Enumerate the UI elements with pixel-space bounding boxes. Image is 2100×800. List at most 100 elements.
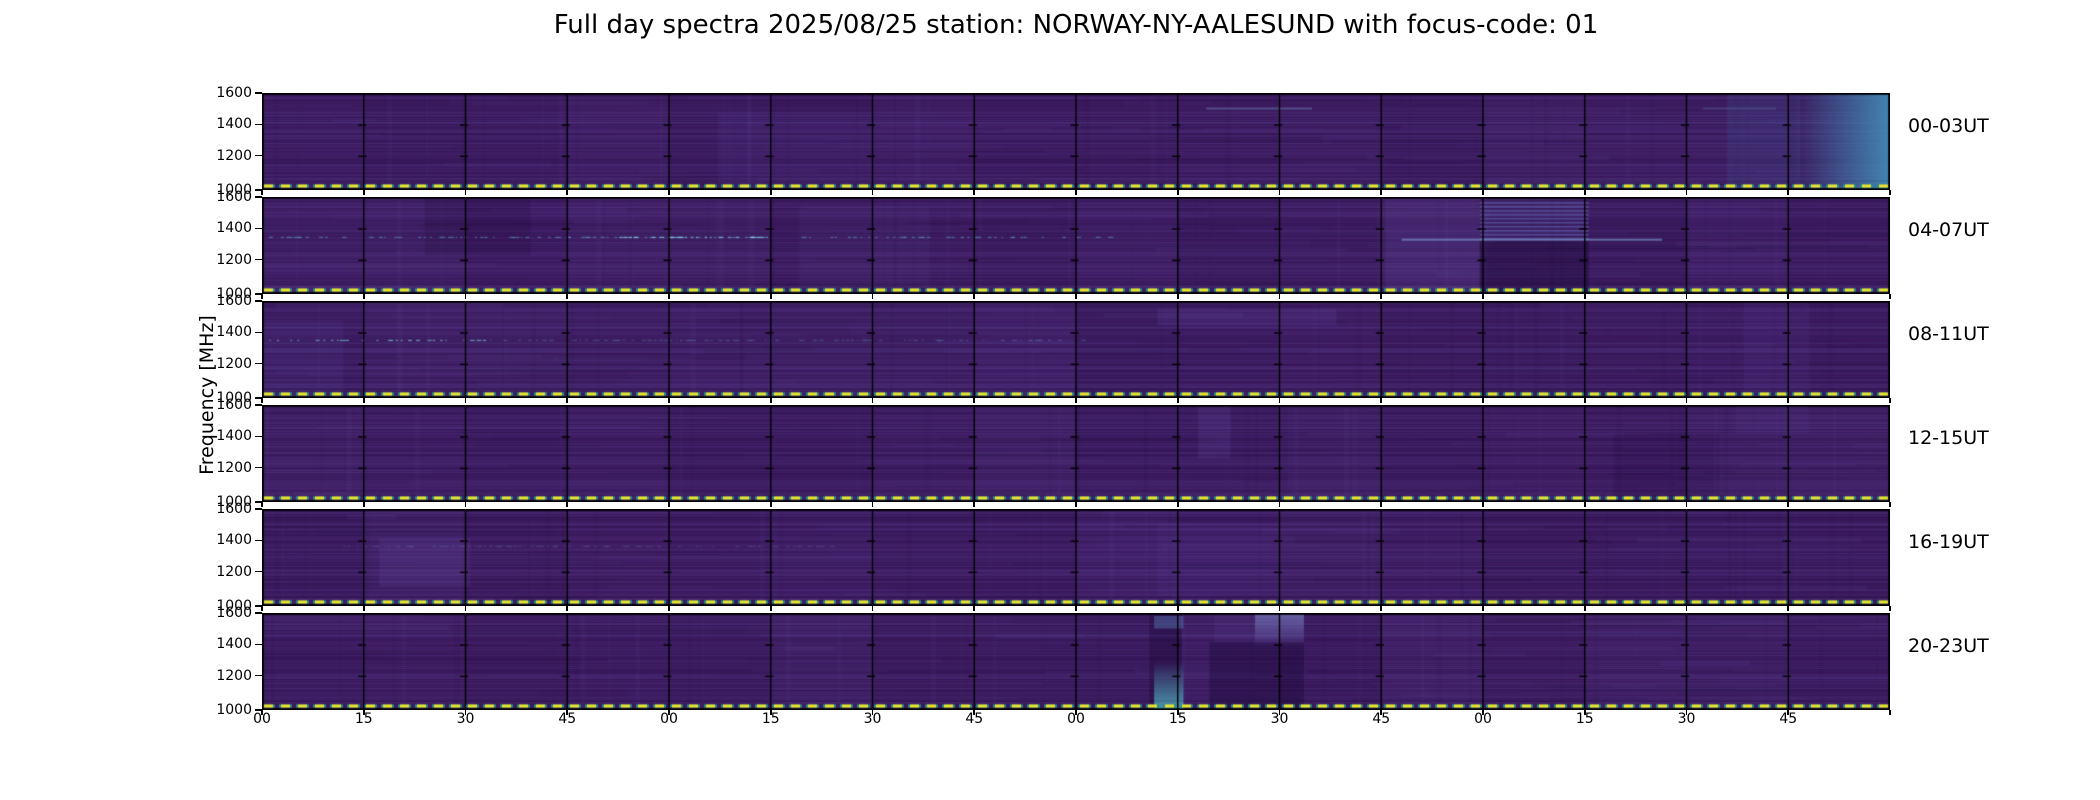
x-tick-mark [1583,294,1586,299]
x-tick-mark [1583,606,1586,611]
x-tick-mark [1278,606,1281,611]
y-tick-mark [255,570,262,573]
x-tick-mark [668,606,670,611]
x-tick-mark [1685,606,1688,611]
y-tick-mark [255,709,262,711]
x-tick-mark [973,398,976,403]
y-tick-label: 1600 [216,189,252,205]
x-tick-mark [769,606,772,611]
x-tick-mark [566,606,569,611]
x-tick-label: 00 [1474,711,1492,727]
x-tick-mark [1176,398,1179,403]
x-tick-mark [1685,398,1688,403]
y-tick-label: 1000 [216,702,252,718]
x-tick-mark [1380,294,1383,299]
y-tick-label: 1600 [216,293,252,309]
x-tick-mark [668,398,670,403]
y-tick-mark [255,258,262,261]
x-tick-mark [1889,190,1891,195]
spectrogram-canvas-5 [262,509,1890,606]
y-tick-mark [255,123,262,126]
y-tick-mark [255,539,262,542]
y-tick-mark [255,643,262,646]
y-tick-mark [255,612,262,614]
x-tick-mark [1482,294,1484,299]
spectrogram-panel-3 [262,301,1890,398]
y-tick-label: 1000 [216,494,252,510]
x-tick-mark [871,502,874,507]
y-tick-mark [255,227,262,230]
x-tick-mark [871,606,874,611]
spectrogram-canvas-1 [262,93,1890,190]
x-tick-mark [769,294,772,299]
x-tick-mark [566,502,569,507]
x-tick-mark [871,190,874,195]
y-tick-label: 1000 [216,286,252,302]
panel-time-label: 08-11UT [1908,323,1989,345]
x-tick-mark [1583,398,1586,403]
x-tick-mark [668,190,670,195]
y-tick-mark [255,605,262,607]
x-tick-mark [566,294,569,299]
x-tick-mark [1482,398,1484,403]
x-tick-mark [1380,502,1383,507]
x-tick-mark [1176,294,1179,299]
x-tick-mark [769,398,772,403]
x-tick-mark [1075,710,1077,715]
x-tick-mark [1482,190,1484,195]
x-tick-mark [769,710,772,715]
y-tick-label: 1400 [216,636,252,653]
x-tick-mark [1075,190,1077,195]
x-tick-mark [1889,606,1891,611]
spectrogram-canvas-2 [262,197,1890,294]
x-tick-mark [1787,606,1790,611]
y-tick-mark [255,293,262,295]
x-tick-mark [362,398,365,403]
y-tick-label: 1400 [216,532,252,549]
x-tick-mark [1889,502,1891,507]
y-tick-label: 1600 [216,501,252,517]
x-tick-mark [1685,502,1688,507]
x-tick-mark [973,190,976,195]
x-tick-mark [1278,294,1281,299]
x-tick-label: 45 [1372,711,1391,727]
x-tick-label: 30 [1270,711,1289,727]
x-tick-mark [668,294,670,299]
x-tick-mark [871,294,874,299]
x-tick-label: 15 [1575,711,1594,727]
x-tick-mark [973,710,976,715]
x-tick-mark [1380,710,1383,715]
x-tick-mark [464,190,467,195]
panel-time-label: 16-19UT [1908,531,1989,553]
x-tick-mark [1380,398,1383,403]
x-tick-mark [973,606,976,611]
y-tick-label: 1400 [216,116,252,133]
panel-time-label: 04-07UT [1908,219,1989,241]
x-tick-mark [769,190,772,195]
x-tick-mark [1583,502,1586,507]
x-tick-label: 15 [1168,711,1187,727]
y-tick-label: 1400 [216,428,252,445]
x-tick-mark [464,398,467,403]
y-tick-mark [255,300,262,302]
y-tick-mark [255,362,262,365]
x-tick-label: 45 [558,711,577,727]
x-tick-label: 30 [456,711,475,727]
x-tick-mark [1583,190,1586,195]
x-tick-mark [1075,502,1077,507]
y-tick-label: 1600 [216,85,252,101]
y-tick-label: 1200 [216,251,252,268]
x-tick-mark [1176,710,1179,715]
x-tick-mark [1278,398,1281,403]
x-tick-mark [1787,398,1790,403]
y-tick-label: 1600 [216,605,252,621]
x-tick-label: 00 [660,711,678,727]
y-tick-mark [255,196,262,198]
x-tick-mark [871,398,874,403]
x-tick-mark [1889,294,1891,299]
x-tick-label: 15 [761,711,780,727]
x-tick-mark [1583,710,1586,715]
x-tick-label: 30 [1677,711,1696,727]
x-tick-mark [1075,606,1077,611]
spectrogram-panel-4 [262,405,1890,502]
